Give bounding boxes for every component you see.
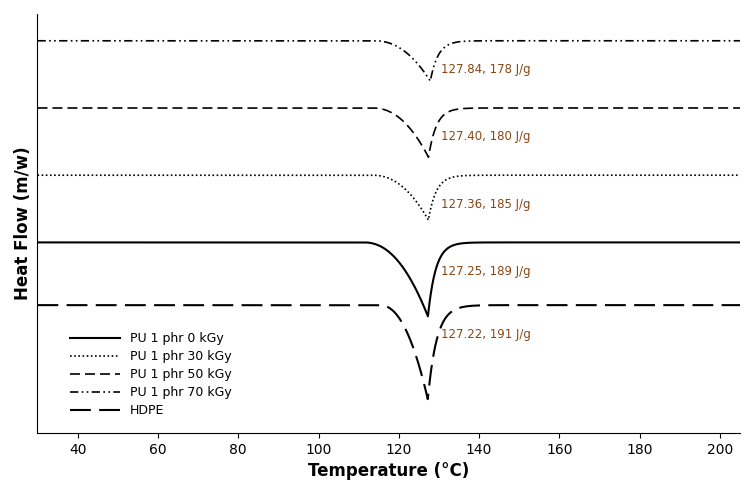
Text: 127.36, 185 J/g: 127.36, 185 J/g <box>441 198 531 210</box>
Legend: PU 1 phr 0 kGy, PU 1 phr 30 kGy, PU 1 phr 50 kGy, PU 1 phr 70 kGy, HDPE: PU 1 phr 0 kGy, PU 1 phr 30 kGy, PU 1 ph… <box>65 328 237 422</box>
X-axis label: Temperature (°C): Temperature (°C) <box>308 462 470 480</box>
Text: 127.25, 189 J/g: 127.25, 189 J/g <box>441 265 531 278</box>
Y-axis label: Heat Flow (m/w): Heat Flow (m/w) <box>14 147 32 300</box>
Text: 127.84, 178 J/g: 127.84, 178 J/g <box>441 63 531 76</box>
Text: 127.40, 180 J/g: 127.40, 180 J/g <box>441 130 531 143</box>
Text: 127.22, 191 J/g: 127.22, 191 J/g <box>441 328 531 340</box>
